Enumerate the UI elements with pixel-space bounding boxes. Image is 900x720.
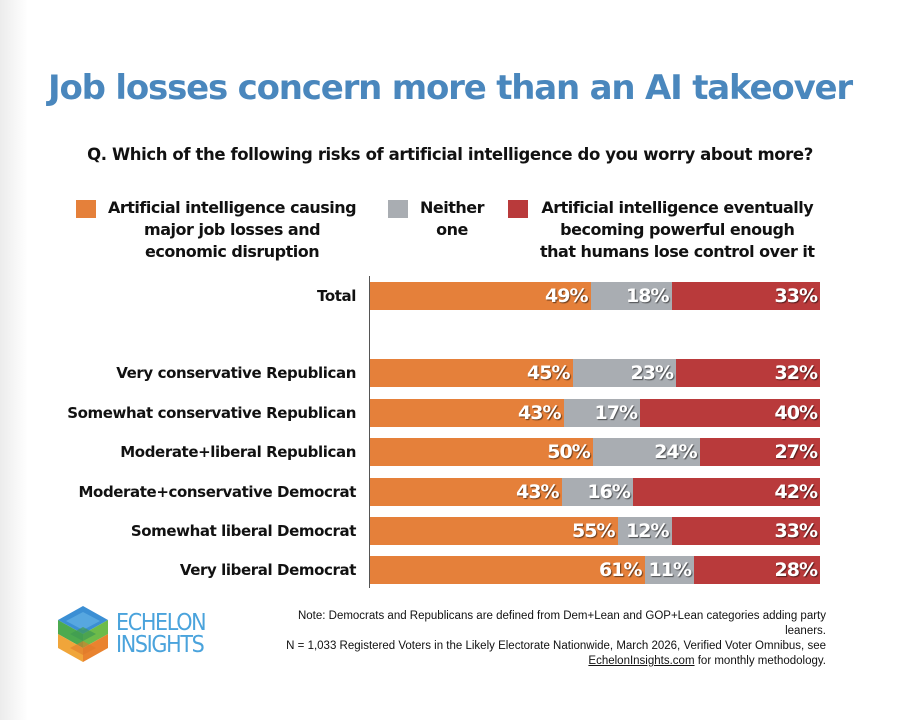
category-label: Somewhat liberal Democrat	[130, 522, 357, 540]
bar-segment-control: 42%	[632, 478, 820, 506]
legend-swatch-jobs	[76, 200, 96, 218]
bar-segment-neither: 11%	[644, 556, 694, 584]
echelon-insights-logo: ECHELON INSIGHTS	[56, 604, 215, 664]
note-methodology-text: for monthly methodology.	[694, 655, 826, 667]
bar-segment-control: 33%	[671, 517, 820, 545]
bar-segment-jobs: 50%	[370, 438, 593, 466]
bar-row: 43% 16% 42%	[370, 478, 820, 506]
data-label-jobs: 55%	[572, 520, 615, 542]
data-label-neither: 12%	[626, 520, 669, 542]
data-label-jobs: 45%	[527, 362, 570, 384]
bar-segment-neither: 12%	[617, 517, 672, 545]
legend-label-control: Artificial intelligence eventually becom…	[540, 198, 815, 261]
chart-title: Job losses concern more than an AI takeo…	[48, 68, 853, 108]
note-methodology: EchelonInsights.com for monthly methodol…	[266, 654, 826, 669]
bar-row: 45% 23% 32%	[370, 359, 820, 387]
category-label: Very liberal Democrat	[179, 561, 357, 579]
legend-item-neither: Neither one	[388, 197, 485, 241]
legend-swatch-control	[508, 200, 528, 218]
note-sample-text: N = 1,033 Registered Voters in the Likel…	[286, 640, 826, 652]
bar-segment-jobs: 55%	[370, 517, 618, 545]
bar-row: 50% 24% 27%	[370, 438, 820, 466]
bar-segment-jobs: 43%	[370, 399, 564, 427]
bar-segment-control: 28%	[694, 556, 820, 584]
bar-segment-control: 33%	[671, 282, 820, 310]
category-label: Total	[317, 287, 356, 305]
legend-swatch-neither	[388, 200, 408, 218]
bar-segment-neither: 24%	[592, 438, 700, 466]
data-label-control: 27%	[774, 441, 818, 463]
data-label-control: 33%	[774, 520, 818, 542]
logo-line-insights: INSIGHTS	[116, 632, 205, 658]
note-sample: N = 1,033 Registered Voters in the Likel…	[266, 639, 826, 654]
category-axis-line	[369, 276, 370, 588]
cube-logo-icon	[58, 606, 108, 662]
bar-row: 55% 12% 33%	[370, 517, 820, 545]
logo-wordmark: ECHELON INSIGHTS	[116, 610, 207, 658]
echelon-link[interactable]: EchelonInsights.com	[588, 655, 695, 667]
data-label-jobs: 43%	[518, 402, 561, 424]
bar-segment-control: 40%	[640, 399, 820, 427]
data-label-neither: 23%	[630, 362, 674, 384]
data-label-jobs: 43%	[516, 481, 559, 503]
methodology-note: Note: Democrats and Republicans are defi…	[266, 609, 826, 669]
data-label-neither: 11%	[648, 559, 692, 581]
data-label-control: 33%	[774, 285, 818, 307]
category-label: Moderate+liberal Republican	[120, 443, 356, 461]
data-label-control: 42%	[774, 481, 818, 503]
category-label: Moderate+conservative Democrat	[78, 483, 357, 501]
category-label: Very conservative Republican	[116, 364, 356, 382]
legend-label-neither: Neither one	[420, 198, 485, 239]
bar-segment-neither: 17%	[563, 399, 640, 427]
bar-segment-neither: 16%	[561, 478, 633, 506]
data-label-jobs: 49%	[545, 285, 588, 307]
data-label-control: 40%	[774, 402, 818, 424]
legend-item-control: Artificial intelligence eventually becom…	[508, 197, 815, 263]
data-label-control: 32%	[774, 362, 818, 384]
page-edge-shadow	[0, 0, 28, 720]
bar-segment-control: 27%	[699, 438, 820, 466]
category-label: Somewhat conservative Republican	[67, 404, 356, 422]
data-label-neither: 24%	[654, 441, 697, 463]
bar-row: 49% 18% 33%	[370, 282, 820, 310]
survey-question: Q. Which of the following risks of artif…	[87, 145, 813, 164]
bar-segment-jobs: 43%	[370, 478, 562, 506]
bar-segment-neither: 18%	[590, 282, 672, 310]
bar-row: 61% 11% 28%	[370, 556, 820, 584]
data-label-neither: 16%	[587, 481, 630, 503]
bar-segment-jobs: 49%	[370, 282, 591, 310]
bar-segment-jobs: 61%	[370, 556, 645, 584]
logo-line-echelon: ECHELON	[116, 610, 207, 636]
data-label-neither: 18%	[626, 285, 669, 307]
legend-item-jobs: Artificial intelligence causing major jo…	[76, 197, 357, 263]
legend-label-jobs: Artificial intelligence causing major jo…	[108, 198, 357, 261]
bar-segment-control: 32%	[676, 359, 820, 387]
data-label-jobs: 50%	[547, 441, 590, 463]
bar-segment-jobs: 45%	[370, 359, 573, 387]
bar-row: 43% 17% 40%	[370, 399, 820, 427]
data-label-neither: 17%	[594, 402, 638, 424]
note-definitions: Note: Democrats and Republicans are defi…	[297, 610, 826, 637]
data-label-jobs: 61%	[599, 559, 642, 581]
data-label-control: 28%	[774, 559, 818, 581]
bar-segment-neither: 23%	[572, 359, 676, 387]
